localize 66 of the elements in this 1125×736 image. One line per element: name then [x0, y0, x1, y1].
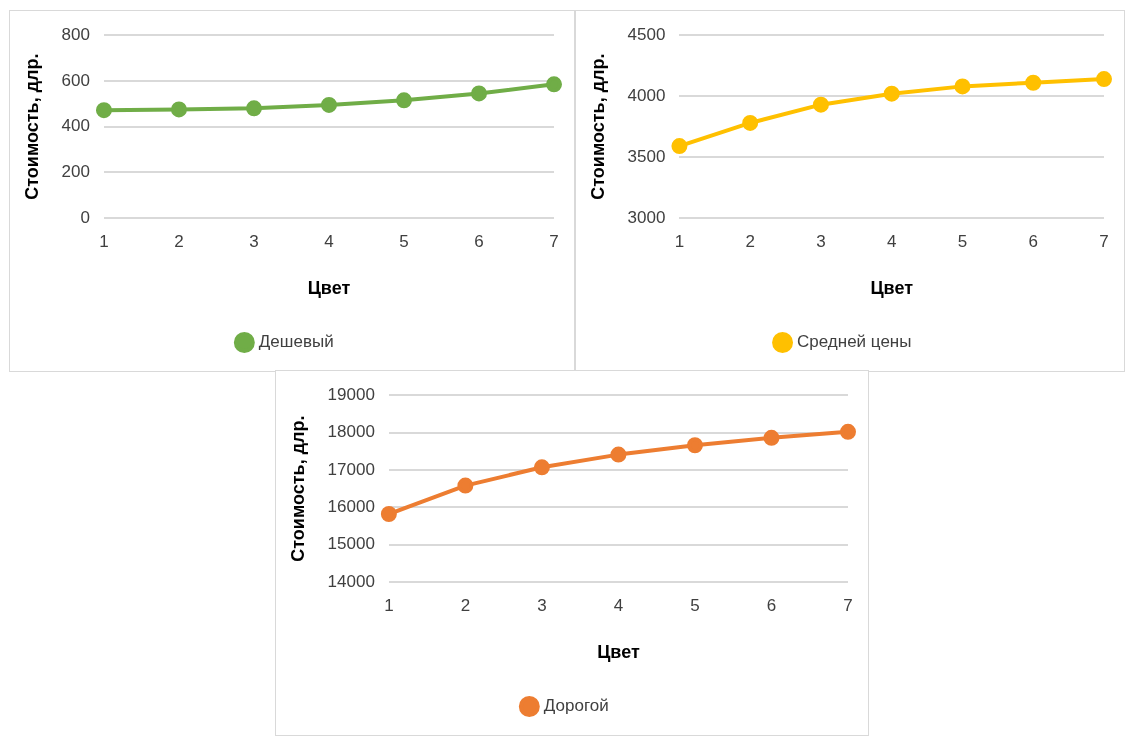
x-axis-title: Цвет — [597, 642, 640, 663]
x-tick-label: 4 — [324, 231, 334, 251]
point — [671, 138, 688, 155]
y-axis-title: Стоимость, длр. — [587, 53, 608, 200]
y-axis-title: Стоимость, длр. — [21, 53, 42, 200]
x-tick-label: 5 — [399, 231, 409, 251]
point — [245, 100, 262, 117]
point — [380, 506, 397, 523]
point — [610, 446, 627, 463]
y-tick-label: 4500 — [627, 24, 666, 44]
y-tick-label: 600 — [61, 70, 90, 90]
y-tick-label: 200 — [61, 161, 90, 181]
y-tick-label: 14000 — [327, 571, 375, 591]
y-tick-label: 18000 — [327, 422, 375, 442]
point — [470, 85, 487, 102]
x-axis-title: Цвет — [870, 278, 914, 299]
y-tick-label: 4000 — [627, 85, 666, 105]
x-tick-label: 1 — [384, 595, 394, 615]
point — [883, 85, 900, 102]
x-tick-label: 3 — [249, 231, 259, 251]
y-tick-label: 0 — [80, 207, 90, 227]
point — [763, 429, 780, 446]
y-tick-label: 15000 — [327, 534, 375, 554]
x-tick-label: 3 — [537, 595, 547, 615]
x-tick-label: 7 — [843, 595, 853, 615]
x-tick-label: 5 — [957, 231, 968, 251]
y-tick-label: 16000 — [327, 496, 375, 516]
x-tick-label: 4 — [613, 595, 624, 615]
point — [954, 78, 971, 95]
y-tick-label: 3500 — [627, 146, 666, 166]
x-axis-title: Цвет — [307, 278, 351, 299]
x-tick-label: 6 — [474, 231, 484, 251]
y-tick-label: 3000 — [627, 207, 666, 227]
point — [320, 96, 337, 113]
point — [1096, 71, 1112, 88]
legend-label: Дешевый — [258, 332, 334, 352]
y-tick-label: 19000 — [327, 384, 375, 404]
point — [742, 114, 759, 131]
y-tick-label: 17000 — [327, 459, 375, 479]
legend-label: Дорогой — [543, 696, 609, 716]
legend-label: Средней цены — [797, 332, 912, 352]
point — [840, 423, 856, 440]
point — [395, 92, 412, 109]
point — [533, 459, 550, 476]
y-tick-label: 800 — [61, 24, 90, 44]
point — [1025, 74, 1042, 91]
x-tick-label: 7 — [1099, 231, 1109, 251]
x-tick-label: 1 — [674, 231, 685, 251]
x-tick-label: 2 — [745, 231, 755, 251]
x-tick-label: 5 — [690, 595, 700, 615]
point — [812, 96, 829, 113]
point — [546, 76, 562, 93]
x-tick-label: 3 — [816, 231, 826, 251]
x-tick-label: 6 — [1028, 231, 1038, 251]
x-tick-label: 2 — [460, 595, 471, 615]
x-tick-label: 7 — [549, 231, 559, 251]
x-tick-label: 4 — [886, 231, 897, 251]
x-tick-label: 2 — [174, 231, 184, 251]
point — [170, 101, 187, 118]
x-tick-label: 6 — [766, 595, 777, 615]
x-tick-label: 1 — [99, 231, 109, 251]
point — [686, 437, 703, 454]
y-axis-title: Стоимость, длр. — [287, 415, 308, 562]
point — [457, 477, 474, 494]
point — [95, 102, 112, 119]
y-tick-label: 400 — [61, 116, 90, 136]
